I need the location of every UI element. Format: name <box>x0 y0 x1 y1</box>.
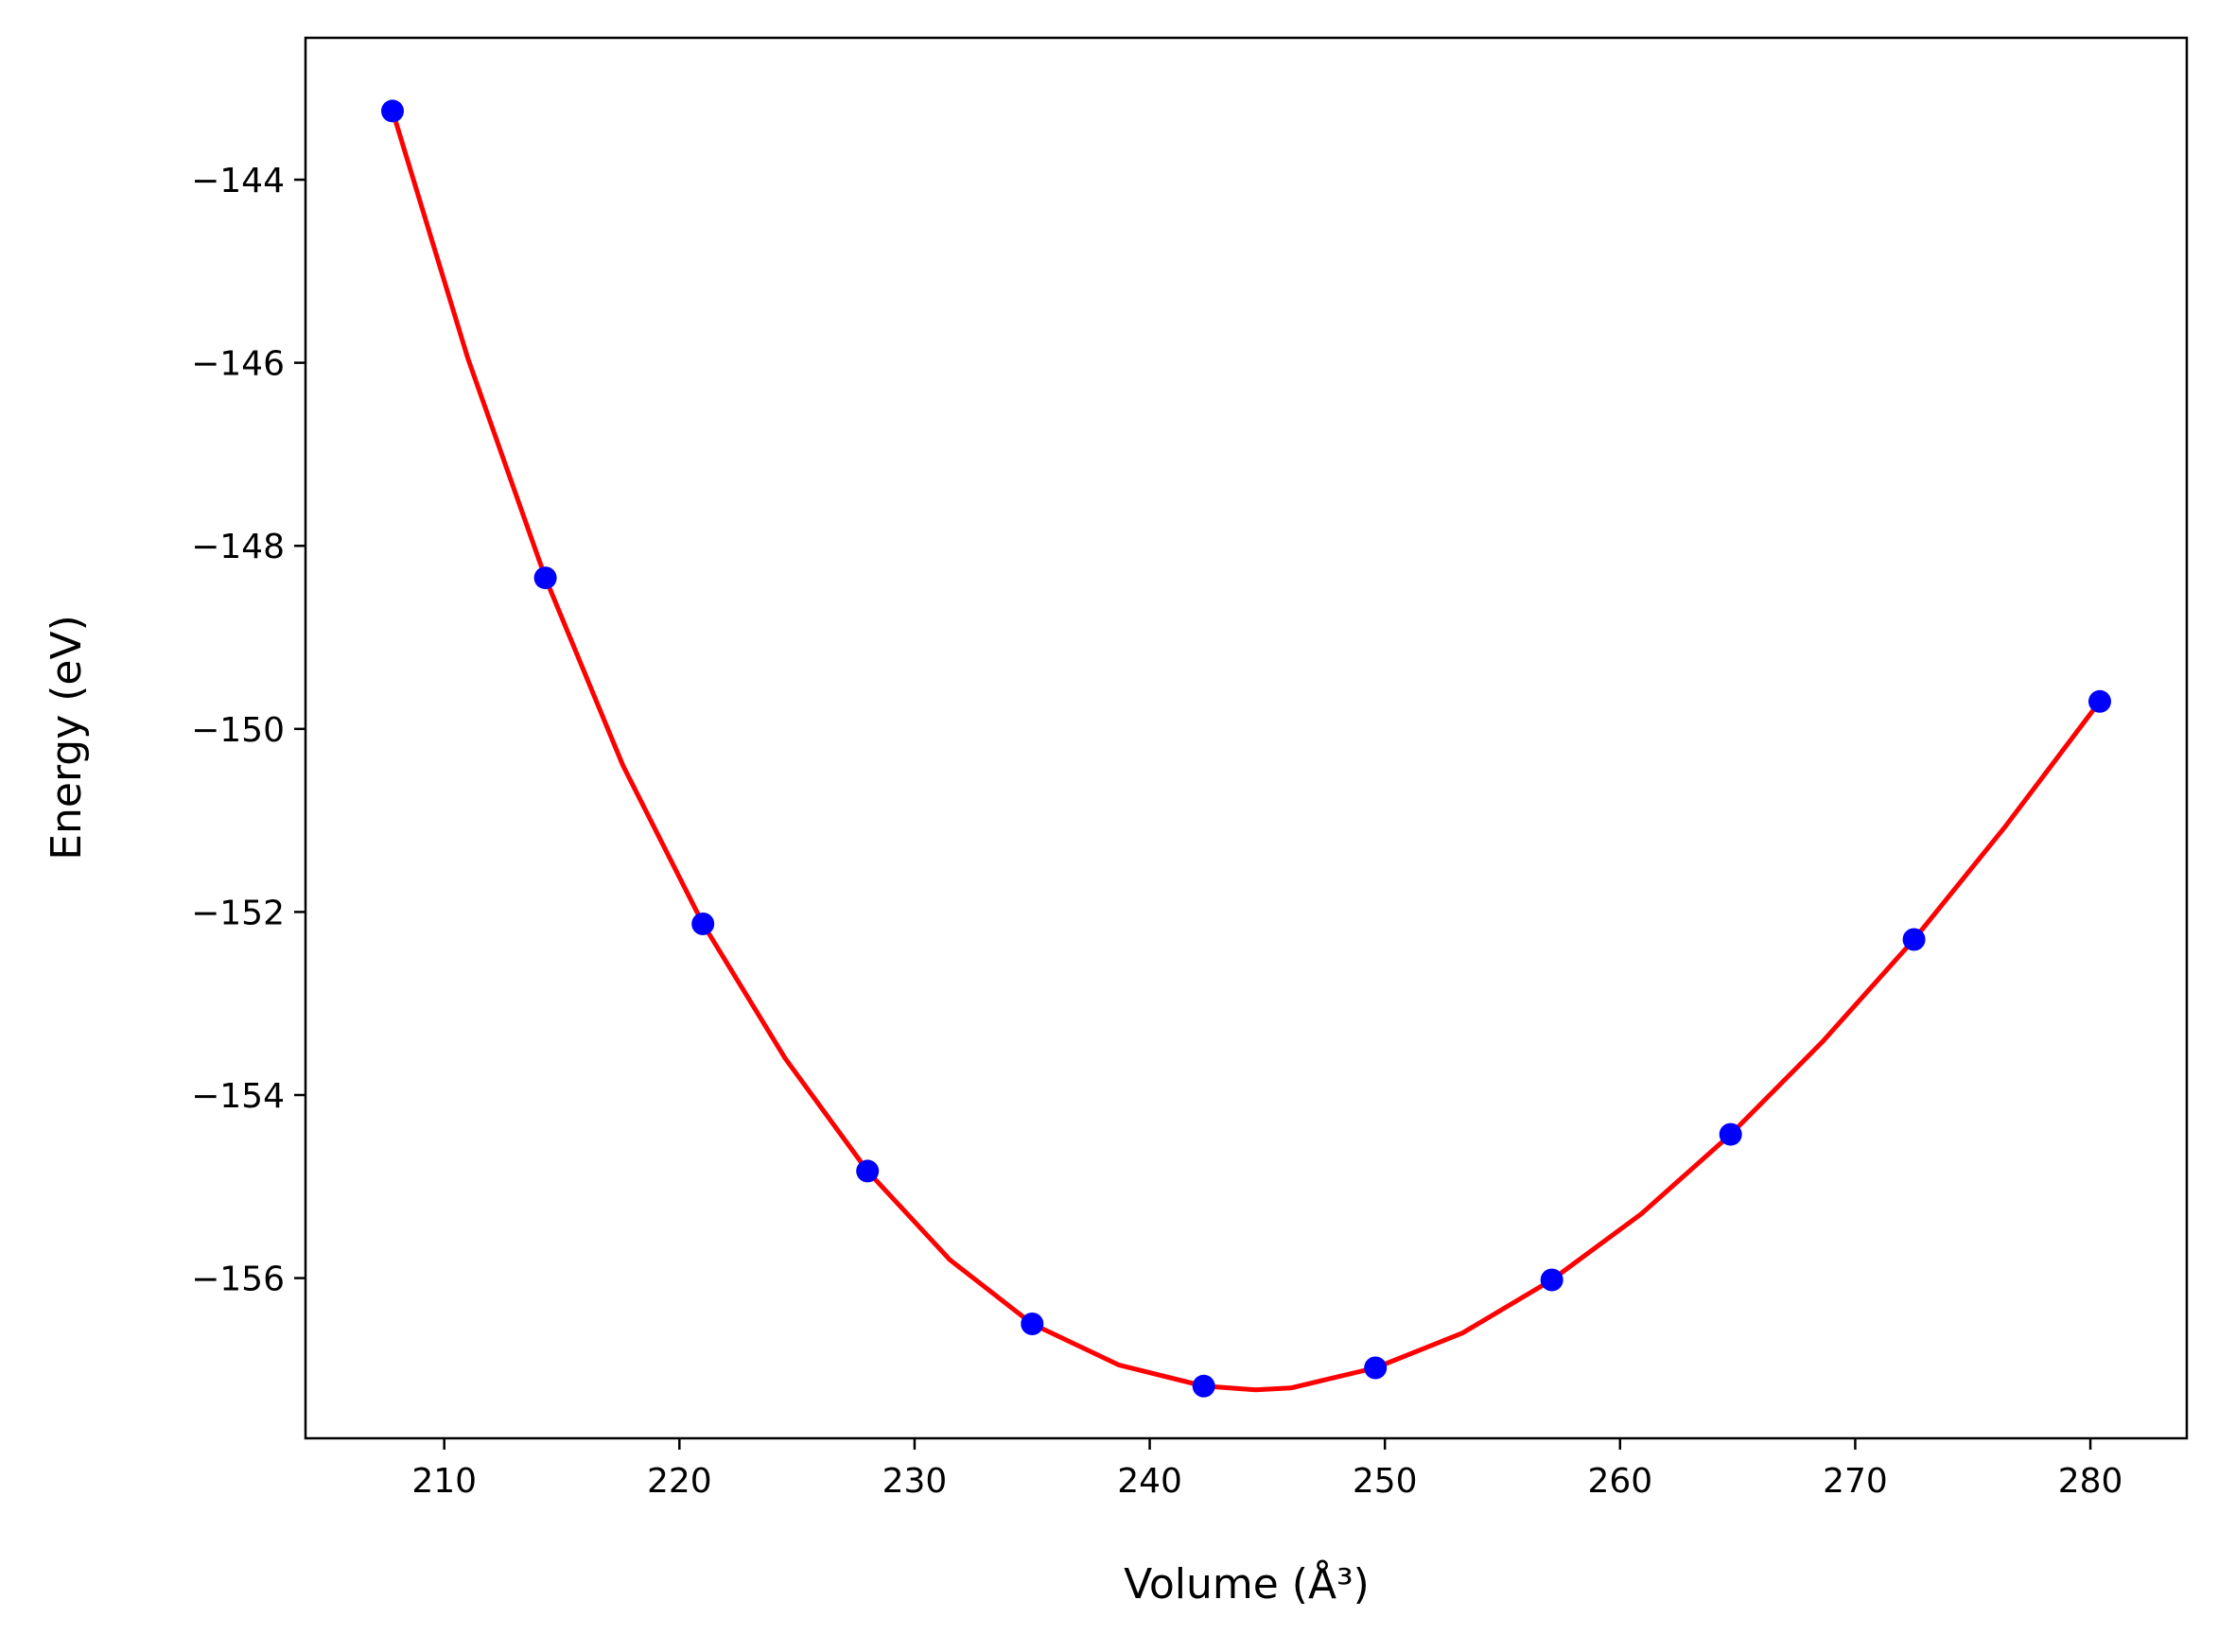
x-tick-label: 240 <box>1117 1462 1182 1501</box>
x-tick-label: 250 <box>1353 1462 1418 1501</box>
plot-area <box>381 99 2111 1398</box>
data-point <box>533 566 557 590</box>
y-tick-label: −146 <box>191 345 285 384</box>
x-tick-label: 210 <box>411 1462 477 1501</box>
fit-curve-line <box>390 108 2103 1393</box>
x-axis-label: Volume (Å³) <box>1124 1558 1370 1609</box>
x-tick-label: 220 <box>647 1462 712 1501</box>
data-point <box>1192 1374 1215 1398</box>
x-tick-label: 280 <box>2058 1462 2123 1501</box>
x-axis: 210 220 230 240 250 260 270 280 <box>411 1438 2122 1501</box>
y-axis: −144 −146 −148 −150 −152 −154 −156 <box>191 162 306 1299</box>
plot-frame <box>304 36 2189 1440</box>
data-point <box>2088 689 2111 713</box>
data-point <box>1364 1356 1388 1380</box>
data-point <box>1719 1122 1742 1146</box>
data-point <box>1540 1268 1563 1292</box>
y-axis-label: Energy (eV) <box>43 615 91 861</box>
data-point <box>381 99 404 123</box>
x-tick-label: 260 <box>1587 1462 1652 1501</box>
data-point <box>856 1159 880 1183</box>
data-point <box>1902 928 1926 951</box>
y-tick-label: −156 <box>191 1261 285 1299</box>
data-point <box>691 913 715 935</box>
y-tick-label: −152 <box>191 894 285 932</box>
y-tick-label: −154 <box>191 1077 285 1116</box>
x-tick-label: 230 <box>882 1462 948 1501</box>
y-tick-label: −148 <box>191 528 285 566</box>
x-tick-label: 270 <box>1823 1462 1888 1501</box>
y-tick-label: −150 <box>191 711 285 750</box>
data-point <box>1021 1313 1044 1335</box>
y-tick-label: −144 <box>191 162 285 200</box>
